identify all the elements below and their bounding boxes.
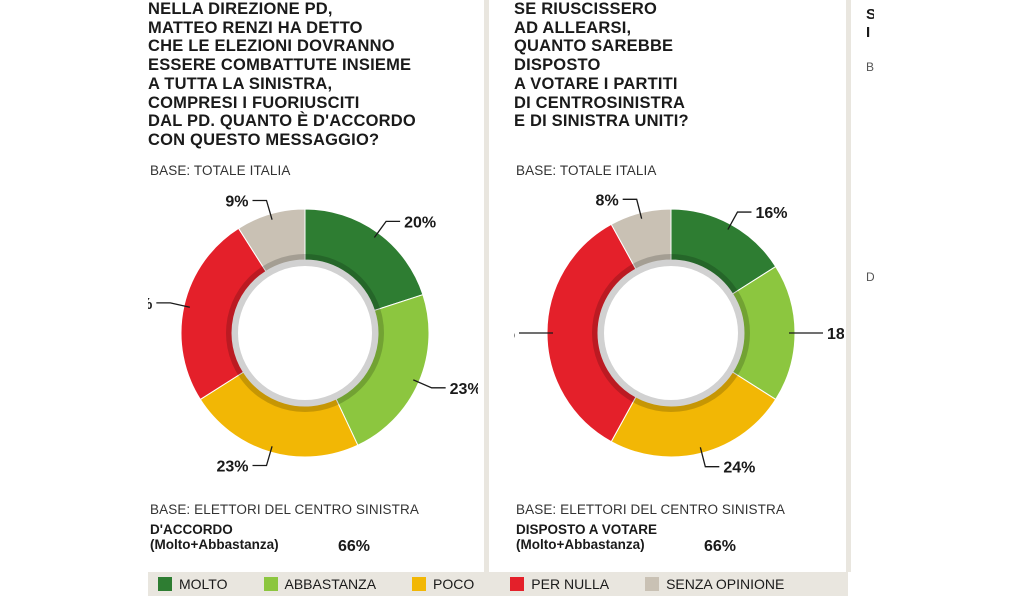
base-note-bottom: BASE: ELETTORI DEL CENTRO SINISTRA (516, 502, 785, 517)
legend-label: ABBASTANZA (284, 576, 377, 592)
legend-label: POCO (433, 576, 475, 592)
donut-hole (604, 266, 738, 400)
legend-label: PER NULLA (531, 576, 610, 592)
chart-panel-left: NELLA DIREZIONE PD, MATTEO RENZI HA DETT… (148, 0, 478, 572)
donut-slice-per-nulla (546, 223, 637, 443)
summary-value: 66% (704, 538, 737, 555)
summary-label: DISPOSTO A VOTARE (Molto+Abbastanza) (516, 522, 658, 552)
cropped-panel-fragment: I (866, 24, 871, 38)
cropped-panel-fragment: D (866, 270, 874, 284)
donut-slice-senza-opinione (610, 208, 672, 270)
slice-leader-line (699, 447, 720, 468)
legend-swatch (412, 577, 427, 591)
legend-item-abbastanza: ABBASTANZA (263, 576, 377, 592)
legend-label: SENZA OPINIONE (666, 576, 785, 592)
slice-leader-line (373, 220, 401, 238)
slice-leader-line (727, 211, 752, 230)
donut-slice-poco (610, 371, 777, 458)
legend-label: MOLTO (179, 576, 228, 592)
cropped-panel-fragment: S (866, 6, 874, 20)
summary-label: D'ACCORDO (Molto+Abbastanza) (150, 522, 279, 552)
donut-chart: 16% 18% 24% 34% 8% (514, 192, 844, 477)
legend-item-senza-opinione: SENZA OPINIONE (645, 576, 784, 592)
slice-value-label: 25% (148, 296, 152, 313)
slice-value-label: 23% (216, 459, 248, 476)
chart-title: SE RIUSCISSERO AD ALLEARSI, QUANTO SAREB… (514, 0, 689, 131)
base-note-top: BASE: TOTALE ITALIA (516, 163, 657, 178)
slice-value-label: 8% (596, 192, 619, 209)
slice-value-label: 9% (225, 193, 248, 210)
chart-legend: MOLTO ABBASTANZA POCO PER NULLA SENZA OPINIO… (148, 572, 848, 596)
legend-swatch (510, 577, 525, 591)
panel-divider (846, 0, 851, 572)
legend-item-poco: POCO (412, 576, 474, 592)
donut-slice-senza-opinione (237, 208, 306, 273)
cropped-panel-fragment: B (866, 60, 874, 74)
legend-swatch (263, 577, 278, 591)
slice-leader-line (252, 199, 273, 220)
base-note-bottom: BASE: ELETTORI DEL CENTRO SINISTRA (150, 502, 419, 517)
chart-title: NELLA DIREZIONE PD, MATTEO RENZI HA DETT… (148, 0, 416, 149)
donut-chart: 20% 23% 23% 25% 9% (148, 193, 478, 476)
panel-divider (484, 0, 489, 572)
legend-item-per-nulla: PER NULLA (510, 576, 609, 592)
slice-value-label: 20% (404, 214, 436, 231)
legend-swatch (158, 577, 172, 591)
slice-value-label: 34% (514, 326, 515, 343)
slice-leader-line (413, 379, 446, 389)
slice-value-label: 24% (723, 460, 755, 477)
base-note-top: BASE: TOTALE ITALIA (150, 163, 291, 178)
slice-value-label: 18% (827, 326, 844, 343)
slice-leader-line (252, 446, 273, 467)
slice-value-label: 23% (450, 381, 478, 398)
donut-slice-poco (199, 371, 359, 458)
donut-hole (238, 266, 372, 400)
slice-leader-line (622, 198, 643, 219)
summary-value: 66% (338, 538, 371, 555)
slice-value-label: 16% (755, 205, 787, 222)
chart-panel-right: SE RIUSCISSERO AD ALLEARSI, QUANTO SAREB… (514, 0, 844, 572)
legend-swatch (645, 577, 660, 591)
slice-leader-line (156, 302, 190, 308)
donut-slice-abbastanza (335, 294, 430, 446)
legend-item-molto: MOLTO (158, 576, 228, 592)
